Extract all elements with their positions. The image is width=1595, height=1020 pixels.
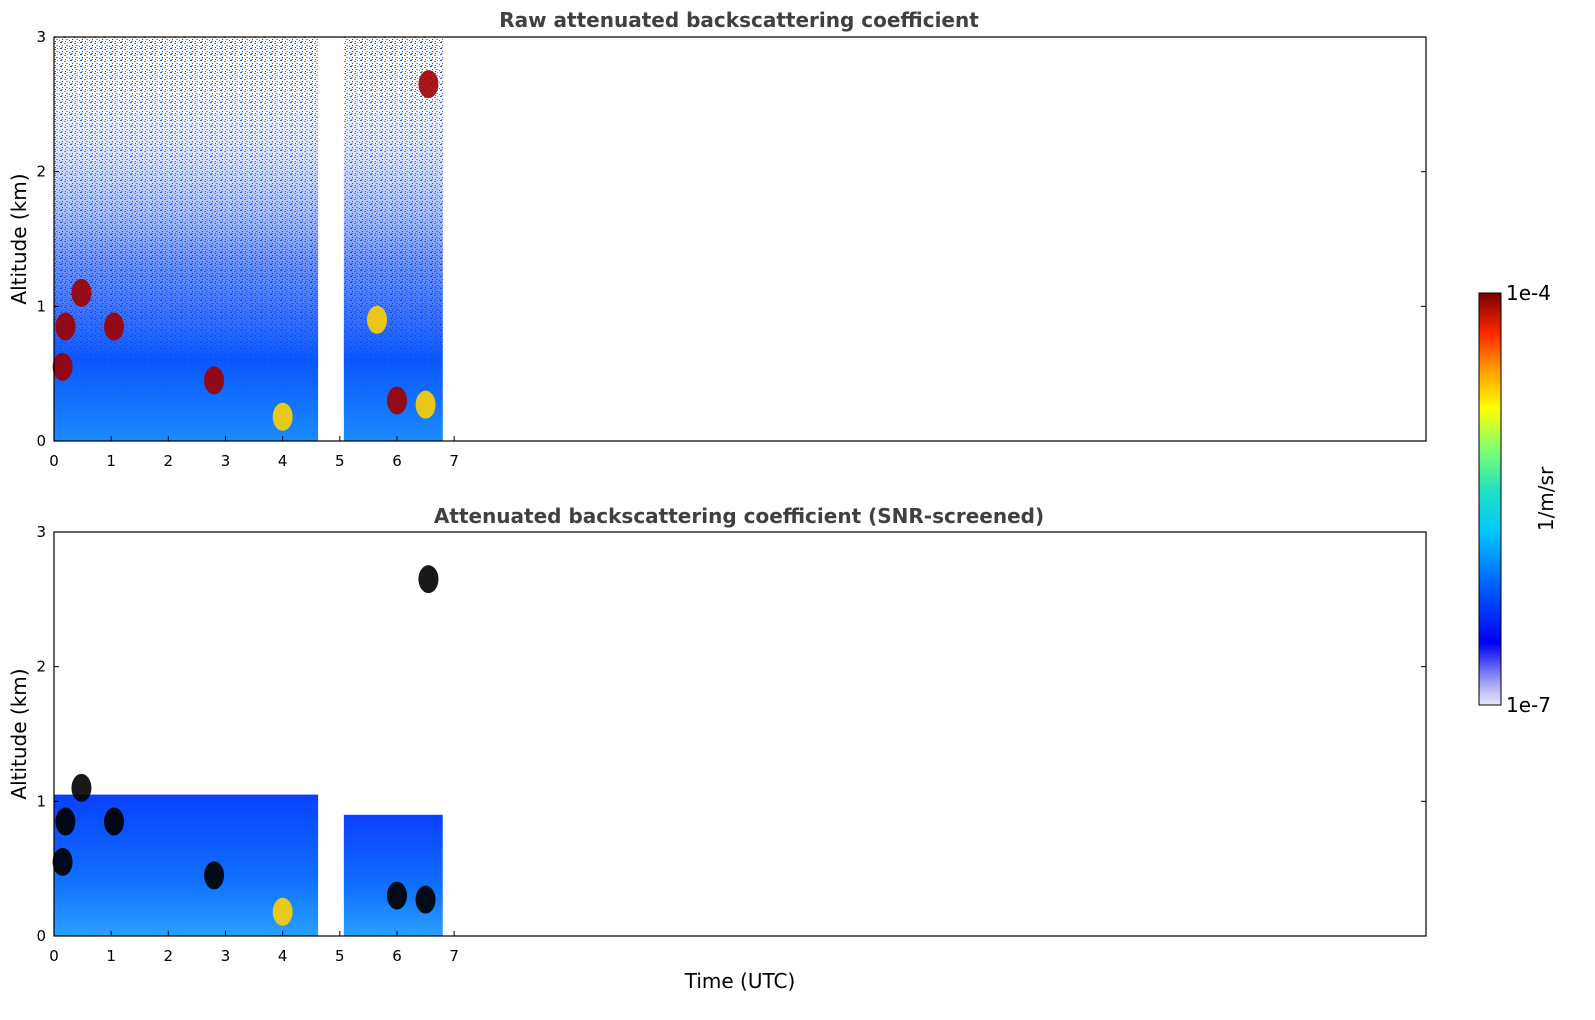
y-axis-raw: 0 1 2 3: [36, 28, 1426, 450]
backscatter-feature: [104, 312, 125, 341]
colorbar-unit-label: 1/m/sr: [1534, 466, 1558, 531]
x-tick-label: 4: [278, 947, 288, 965]
backscatter-feature: [418, 70, 439, 99]
x-tick-label: 7: [449, 947, 459, 965]
backscatter-feature: [52, 352, 73, 381]
y-axis-screened: 0 1 2 3: [36, 523, 1426, 945]
backscatter-feature: [204, 861, 225, 890]
panel-raw-title: Raw attenuated backscattering coefficien…: [499, 8, 979, 32]
colorbar-min-label: 1e-7: [1506, 693, 1551, 717]
x-axis-label: Time (UTC): [684, 969, 796, 993]
x-tick-label: 6: [392, 452, 402, 470]
colorbar-max-label: 1e-4: [1506, 281, 1551, 305]
x-tick-label: 3: [221, 947, 231, 965]
backscatter-feature: [415, 390, 436, 419]
backscatter-feature: [272, 402, 293, 431]
backscatter-feature: [366, 305, 387, 334]
backscatter-feature: [55, 312, 76, 341]
y-tick-label: 3: [36, 523, 46, 541]
x-tick-label: 1: [106, 452, 116, 470]
signal-boundary-layer: [54, 37, 319, 441]
backscatter-feature: [104, 807, 125, 836]
x-tick-label: 5: [335, 947, 345, 965]
x-tick-label: 5: [335, 452, 345, 470]
x-tick-label: 2: [164, 947, 174, 965]
backscatter-feature: [418, 565, 439, 594]
plot-frame-screened: [53, 531, 1427, 937]
x-tick-label: 4: [278, 452, 288, 470]
colorbar-gradient: [1478, 292, 1502, 706]
backscatter-feature: [52, 847, 73, 876]
x-axis-screened: 0 1 2 3 4 5 6 7: [49, 931, 459, 965]
panel-screened: Attenuated backscattering coefficient (S…: [7, 504, 1427, 993]
x-tick-label: 6: [392, 947, 402, 965]
backscatter-feature: [71, 773, 92, 802]
y-axis-label-raw: Altitude (km): [7, 173, 31, 304]
backscatter-feature: [71, 278, 92, 307]
x-tick-label: 0: [49, 452, 59, 470]
backscatter-feature: [204, 366, 225, 395]
backscatter-feature: [55, 807, 76, 836]
plot-area-raw: [52, 37, 443, 441]
backscatter-feature: [387, 881, 407, 910]
y-tick-label: 1: [36, 297, 46, 315]
x-tick-label: 3: [221, 452, 231, 470]
x-tick-label: 7: [449, 452, 459, 470]
x-tick-label: 1: [106, 947, 116, 965]
y-tick-label: 2: [36, 658, 46, 676]
signal-screened-region: [343, 814, 443, 936]
y-tick-label: 0: [36, 432, 46, 450]
y-tick-label: 0: [36, 927, 46, 945]
y-tick-label: 3: [36, 28, 46, 46]
panel-raw: Raw attenuated backscattering coefficien…: [7, 8, 1427, 470]
plot-area-screened: [52, 565, 443, 936]
x-tick-label: 2: [164, 452, 174, 470]
y-tick-label: 2: [36, 163, 46, 181]
backscatter-feature: [272, 897, 293, 926]
backscatter-feature: [415, 885, 436, 914]
y-tick-label: 1: [36, 792, 46, 810]
plot-frame-raw: [53, 36, 1427, 442]
colorbar: 1e-4 1e-7 1/m/sr: [1478, 281, 1558, 717]
x-axis-raw: 0 1 2 3 4 5 6 7: [49, 436, 459, 470]
panel-screened-title: Attenuated backscattering coefficient (S…: [434, 504, 1044, 528]
x-tick-label: 0: [49, 947, 59, 965]
signal-boundary-layer: [343, 37, 443, 441]
y-axis-label-screened: Altitude (km): [7, 668, 31, 799]
backscatter-feature: [387, 386, 407, 415]
